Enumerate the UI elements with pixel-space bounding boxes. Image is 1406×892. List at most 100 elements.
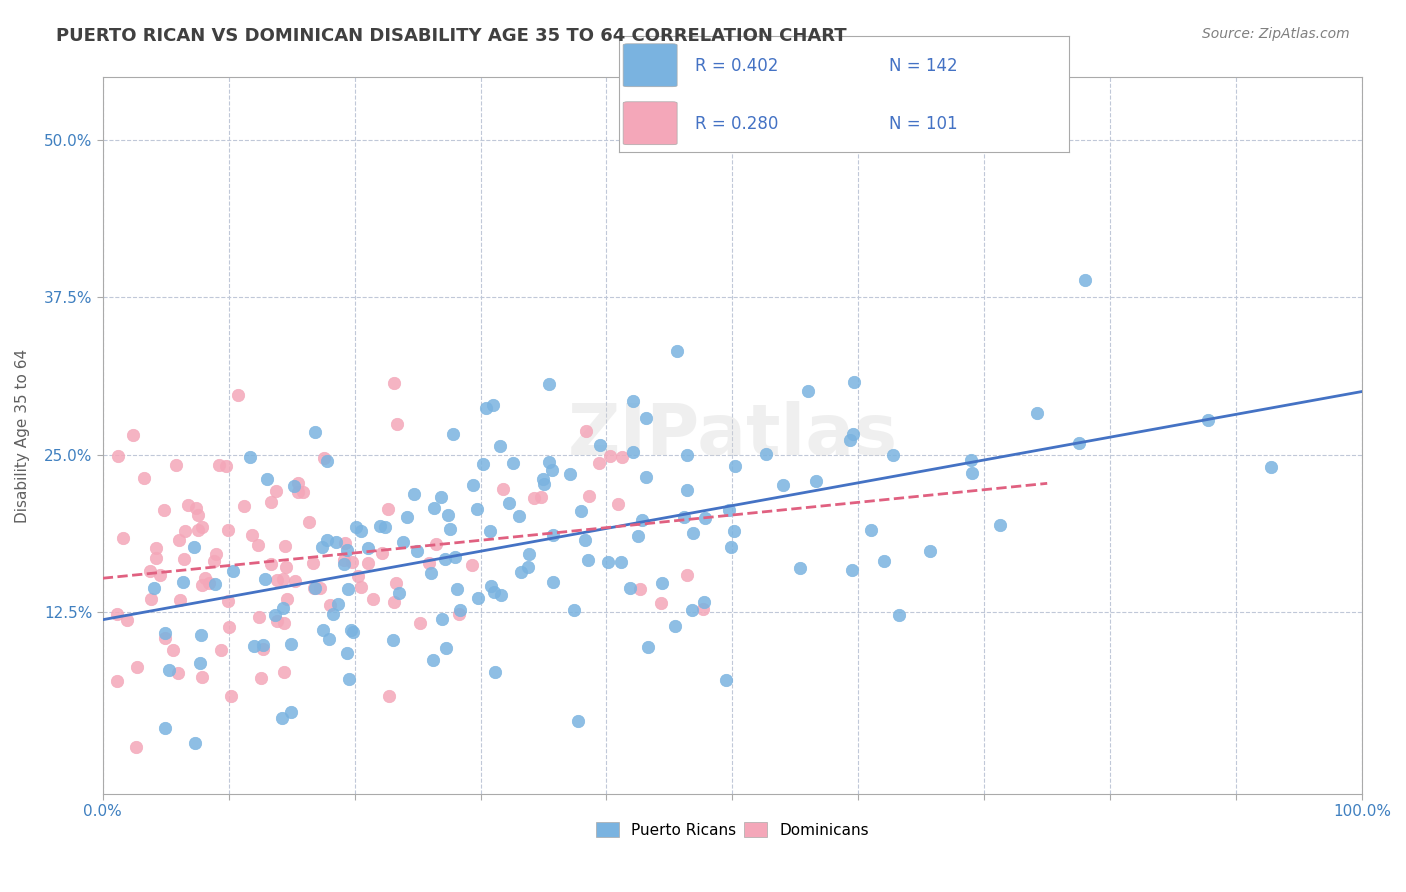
Point [249, 671, 271, 685]
Point [422, 653, 444, 667]
Point [374, 520, 396, 534]
Point [430, 612, 453, 626]
Point [215, 458, 238, 473]
Point [676, 568, 699, 582]
Point [789, 561, 811, 575]
Point [541, 528, 564, 542]
Point [191, 519, 214, 533]
Point [273, 601, 295, 615]
Point [682, 526, 704, 541]
Point [446, 582, 468, 596]
Point [318, 632, 340, 646]
Point [498, 496, 520, 510]
Point [596, 556, 619, 570]
Point [276, 560, 298, 574]
Point [273, 665, 295, 680]
Point [287, 476, 309, 491]
Text: N = 101: N = 101 [889, 115, 957, 133]
Point [533, 477, 555, 491]
Point [842, 375, 865, 389]
Point [153, 626, 176, 640]
Point [162, 643, 184, 657]
Point [387, 417, 409, 431]
Point [332, 553, 354, 567]
Point [252, 641, 274, 656]
Point [578, 489, 600, 503]
Point [541, 575, 564, 590]
Point [508, 509, 530, 524]
Point [609, 555, 631, 569]
Point [449, 602, 471, 616]
Point [423, 501, 446, 516]
Point [336, 542, 359, 557]
Point [425, 537, 447, 551]
Point [260, 558, 283, 572]
Point [692, 602, 714, 616]
Point [304, 582, 326, 596]
Point [350, 580, 373, 594]
Text: ZIPatlas: ZIPatlas [568, 401, 897, 470]
Point [312, 450, 335, 465]
Point [449, 607, 471, 621]
Point [173, 552, 195, 566]
Point [169, 592, 191, 607]
Point [273, 615, 295, 630]
Point [337, 672, 360, 686]
Point [356, 556, 378, 570]
Point [377, 689, 399, 703]
Point [418, 556, 440, 570]
Point [233, 499, 256, 513]
Point [121, 428, 143, 442]
Point [125, 660, 148, 674]
Point [273, 539, 295, 553]
Point [246, 538, 269, 552]
Point [298, 515, 321, 529]
Point [637, 640, 659, 655]
Text: PUERTO RICAN VS DOMINICAN DISABILITY AGE 35 TO 64 CORRELATION CHART: PUERTO RICAN VS DOMINICAN DISABILITY AGE… [56, 27, 846, 45]
Point [276, 591, 298, 606]
Point [333, 536, 356, 550]
Point [475, 401, 498, 416]
Point [266, 615, 288, 629]
Point [264, 483, 287, 498]
Point [651, 575, 673, 590]
Point [724, 458, 747, 473]
Point [183, 736, 205, 750]
Point [959, 453, 981, 467]
Point [167, 665, 190, 680]
Point [575, 424, 598, 438]
Point [370, 546, 392, 560]
Point [723, 524, 745, 538]
Point [382, 595, 405, 609]
Point [839, 433, 862, 447]
Point [145, 550, 167, 565]
Point [988, 517, 1011, 532]
Point [388, 585, 411, 599]
Point [139, 564, 162, 578]
Point [439, 522, 461, 536]
Point [860, 523, 883, 537]
Point [105, 607, 128, 622]
Point [239, 450, 262, 464]
Point [252, 638, 274, 652]
Point [165, 458, 187, 472]
Point [589, 438, 612, 452]
Point [517, 547, 540, 561]
Point [340, 623, 363, 637]
Point [436, 508, 458, 522]
Point [184, 500, 207, 515]
Point [155, 631, 177, 645]
Point [1074, 273, 1097, 287]
FancyBboxPatch shape [623, 102, 678, 145]
Point [540, 463, 562, 477]
Point [174, 524, 197, 539]
Point [673, 509, 696, 524]
Point [510, 566, 533, 580]
Text: N = 142: N = 142 [889, 57, 957, 75]
Point [461, 558, 484, 573]
Point [302, 581, 325, 595]
Point [346, 569, 368, 583]
Point [621, 394, 644, 409]
Point [142, 581, 165, 595]
Point [887, 607, 910, 622]
